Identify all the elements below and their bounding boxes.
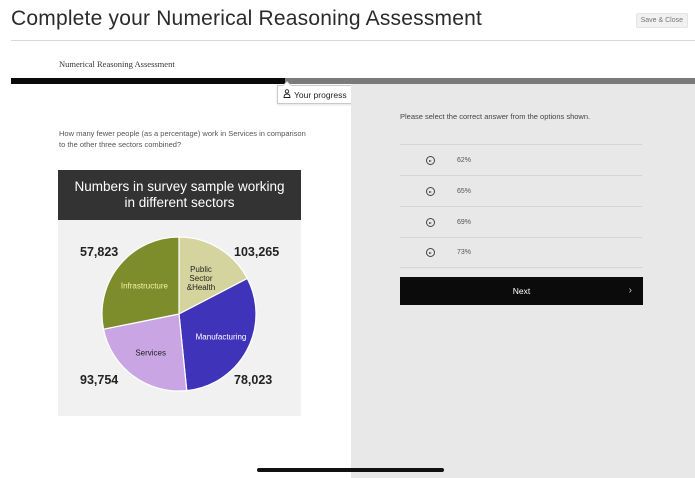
answer-options: 62% 65% 69% 73% [400, 144, 642, 268]
chart-title: Numbers in survey sample working in diff… [58, 170, 301, 220]
value-label-manufacturing: 103,265 [234, 245, 280, 259]
answer-option-label: 73% [457, 249, 472, 256]
title-divider [11, 40, 695, 41]
answer-instruction: Please select the correct answer from th… [400, 112, 591, 121]
progress-bar [11, 78, 695, 84]
value-label-public-sector: 57,823 [80, 245, 119, 259]
page-title: Complete your Numerical Reasoning Assess… [11, 7, 483, 30]
question-text: How many fewer people (as a percentage) … [59, 129, 306, 149]
slice-label-public-sector: Public Sector &Health [187, 265, 215, 292]
pie-slice-public-sector [178, 236, 249, 315]
answer-option-3[interactable]: 69% [400, 206, 642, 237]
arrow-circle-right-icon[interactable] [426, 186, 435, 196]
value-label-infrastructure: 93,754 [80, 373, 119, 387]
chevron-right-icon: › [628, 285, 632, 296]
home-indicator [257, 468, 444, 472]
progress-bar-fill [11, 78, 285, 84]
pie-chart: Numbers in survey sample working in diff… [58, 170, 301, 416]
save-close-button[interactable]: Save & Close [635, 13, 688, 28]
answer-option-2[interactable]: 65% [400, 175, 642, 206]
progress-tooltip: Your progress [277, 81, 353, 104]
answer-option-label: 62% [457, 156, 472, 164]
slice-label-services: Services [135, 348, 166, 357]
answer-option-label: 69% [457, 218, 472, 226]
pie-slice-infrastructure [101, 236, 180, 330]
person-icon [283, 89, 291, 100]
value-label-services: 78,023 [234, 373, 273, 387]
next-button-label: Next [512, 286, 531, 296]
progress-tooltip-label: Your progress [294, 89, 347, 100]
arrow-circle-right-icon[interactable] [426, 248, 435, 257]
slice-label-manufacturing: Manufacturing [196, 333, 247, 342]
next-button[interactable]: Next › [400, 277, 643, 305]
arrow-circle-right-icon[interactable] [426, 217, 435, 227]
pie-chart-plot: Public Sector &Health Manufacturing Services… [101, 236, 257, 392]
pie-slice-services [102, 313, 188, 392]
assessment-name: Numerical Reasoning Assessment [59, 59, 175, 69]
pie-slice-manufacturing [178, 277, 257, 392]
answer-option-label: 65% [457, 187, 472, 195]
arrow-circle-right-icon[interactable] [426, 155, 435, 165]
slice-label-infrastructure: Infrastructure [121, 282, 169, 291]
answer-option-1[interactable]: 62% [400, 144, 642, 175]
answer-option-4[interactable]: 73% [400, 237, 642, 268]
